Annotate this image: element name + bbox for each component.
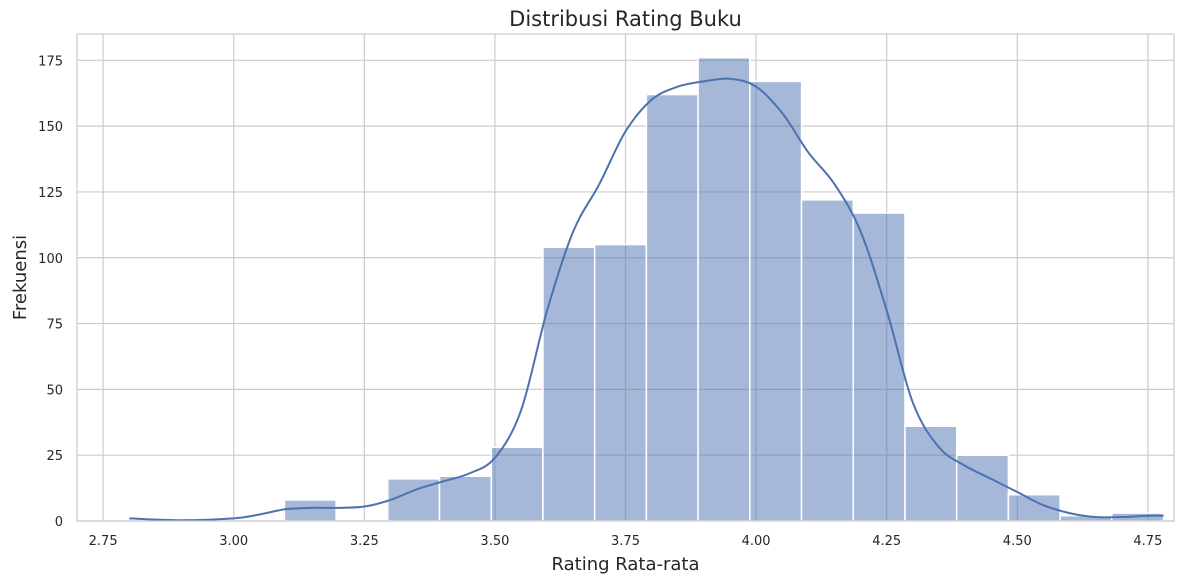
x-tick-label: 3.50 — [480, 534, 509, 549]
kde-curve — [129, 77, 1164, 522]
y-tick-label: 0 — [55, 515, 63, 530]
y-tick-label: 50 — [46, 383, 63, 398]
y-tick-label: 75 — [46, 318, 63, 333]
histogram-bar — [749, 80, 803, 522]
x-tick-label: 4.75 — [1133, 534, 1162, 549]
histogram-bar — [593, 243, 648, 522]
x-tick-label: 3.25 — [350, 534, 379, 549]
x-tick-label: 2.75 — [89, 534, 118, 549]
kde-curve-layer — [129, 77, 1164, 522]
histogram-bar — [542, 246, 596, 522]
histogram-bars — [283, 56, 1165, 522]
y-tick-label: 175 — [38, 54, 63, 69]
histogram-bar — [438, 475, 492, 522]
histogram-bar — [283, 499, 337, 522]
y-tick-label: 25 — [46, 449, 63, 464]
chart-title: Distribusi Rating Buku — [509, 7, 742, 31]
plot-frame — [76, 33, 1175, 522]
y-tick-labels: 0 25 50 75 100 125 150 175 — [38, 54, 63, 530]
x-tick-label: 3.00 — [219, 534, 248, 549]
histogram-bar — [904, 425, 958, 522]
y-tick-label: 150 — [38, 120, 63, 135]
x-tick-label: 3.75 — [611, 534, 640, 549]
histogram-bar — [645, 93, 699, 522]
x-tick-label: 4.00 — [742, 534, 771, 549]
y-tick-label: 100 — [38, 252, 63, 267]
histogram-bar — [490, 446, 544, 522]
x-tick-label: 4.25 — [872, 534, 901, 549]
histogram-bar — [852, 212, 906, 522]
histogram-bar — [800, 199, 855, 522]
y-axis-title: Frekuensi — [10, 235, 31, 320]
x-tick-labels: 2.75 3.00 3.25 3.50 3.75 4.00 4.25 4.50 4.75 — [89, 534, 1163, 549]
x-tick-label: 4.50 — [1003, 534, 1032, 549]
y-tick-label: 125 — [38, 186, 63, 201]
x-axis-title: Rating Rata-rata — [552, 554, 700, 575]
histogram-bar — [697, 56, 751, 522]
